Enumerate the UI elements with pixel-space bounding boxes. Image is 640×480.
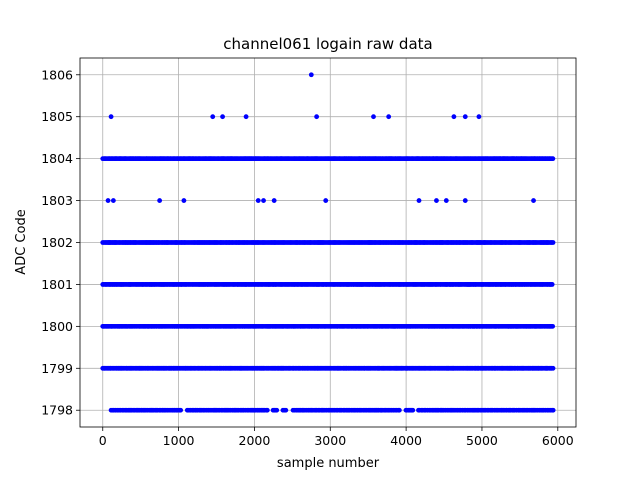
y-tick-label: 1801 [41,277,73,292]
x-tick-label: 0 [99,433,107,448]
data-points [100,72,556,413]
x-tick-label: 5000 [466,433,498,448]
y-tick-label: 1800 [41,319,73,334]
data-point [105,198,111,203]
data-point [181,198,187,203]
data-point [550,240,556,245]
x-tick-label: 2000 [239,433,271,448]
data-point [416,198,422,203]
data-point [264,407,270,413]
data-point [271,198,277,203]
y-tick-label: 1806 [41,67,73,82]
data-point [396,407,402,413]
data-point [314,114,320,120]
y-tick-label: 1804 [41,151,73,166]
y-tick-label: 1799 [41,361,73,376]
x-axis: 0 1000 2000 3000 4000 5000 6000 [99,427,574,448]
data-point [110,198,116,203]
y-tick-label: 1805 [41,109,73,124]
y-axis-label: ADC Code [14,209,29,274]
data-point [550,323,556,329]
data-point [476,114,482,120]
data-point [443,198,449,203]
chart-title: channel061 logain raw data [223,35,432,53]
data-point [451,114,457,120]
data-point [550,365,556,371]
y-axis: 1798 1799 1800 1801 1802 1803 1804 1805 1806 [41,67,80,418]
data-point [210,114,216,120]
data-point [220,114,225,120]
data-point [255,198,261,203]
x-axis-label: sample number [277,456,380,471]
data-point [178,407,184,413]
x-tick-label: 3000 [314,433,346,448]
x-tick-label: 1000 [163,433,195,448]
data-point [410,407,416,413]
y-tick-label: 1802 [41,235,73,250]
x-tick-label: 4000 [390,433,422,448]
data-point [434,198,439,203]
data-point [323,198,329,203]
data-point [386,114,392,120]
y-tick-label: 1803 [41,193,73,208]
data-point [261,198,266,203]
data-point [549,282,555,287]
data-point [531,198,536,203]
data-point [274,407,280,413]
data-point [550,407,556,413]
data-point [157,198,163,203]
data-point [283,407,289,413]
data-point [462,198,468,203]
data-point [308,72,314,78]
data-point [550,156,556,162]
y-tick-label: 1798 [41,403,73,418]
data-point [462,114,468,120]
data-point [108,114,114,120]
data-point [371,114,376,120]
data-point [243,114,249,120]
x-tick-label: 6000 [542,433,574,448]
